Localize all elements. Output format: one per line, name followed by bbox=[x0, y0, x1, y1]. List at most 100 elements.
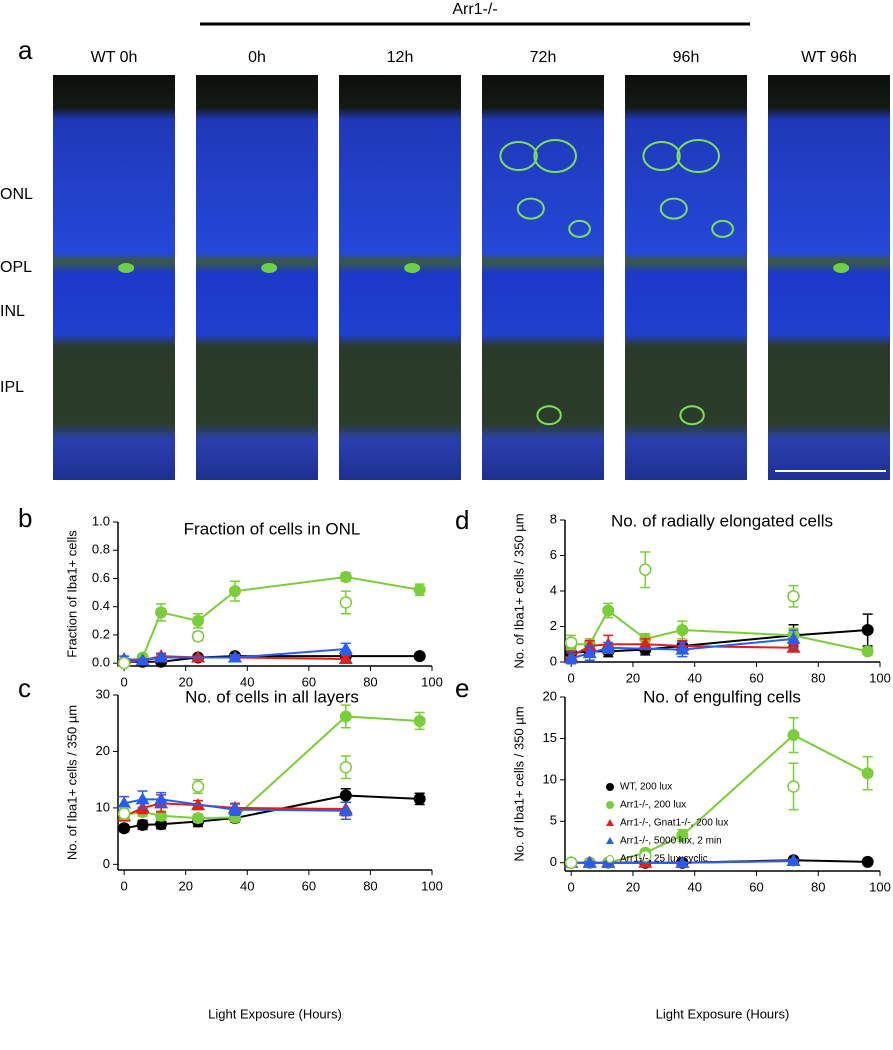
y-tick-label: 2 bbox=[550, 618, 557, 633]
marker bbox=[861, 645, 874, 658]
micrograph bbox=[196, 75, 318, 480]
y-axis-label: No. of Iba1+ cells / 350 µm bbox=[511, 513, 526, 668]
marker bbox=[639, 849, 652, 863]
x-tick-label: 80 bbox=[363, 878, 377, 893]
x-tick-label: 0 bbox=[568, 670, 575, 685]
column-label: 12h bbox=[387, 49, 414, 66]
legend-label: WT, 200 lux bbox=[620, 782, 672, 793]
column-label: 0h bbox=[248, 49, 266, 66]
x-tick-label: 80 bbox=[363, 674, 377, 689]
marker bbox=[787, 780, 800, 793]
charts: b Fraction of cells in ONL 0.0 0.2 0.4 0.6 0.8… bbox=[18, 503, 891, 1022]
marker bbox=[192, 614, 205, 627]
y-axis-label: No. of Iba1+ cells / 350 µm bbox=[511, 706, 526, 861]
y-tick-label: 5 bbox=[550, 813, 557, 828]
marker bbox=[601, 640, 616, 653]
x-tick-label: 40 bbox=[687, 670, 701, 685]
marker bbox=[117, 807, 131, 820]
cell bbox=[642, 141, 681, 171]
x-tick-label: 0 bbox=[121, 878, 128, 893]
legend-marker bbox=[606, 783, 614, 791]
y-tick-label: 0 bbox=[550, 854, 557, 869]
legend-marker bbox=[606, 855, 614, 863]
micrographs: WT 0h 0h 12h 72h 96h WT 96h ONL OPL INL IPL bbox=[0, 49, 890, 480]
cell bbox=[533, 139, 578, 173]
cell bbox=[568, 219, 591, 238]
column-label: WT 0h bbox=[91, 49, 138, 66]
marker bbox=[787, 590, 800, 603]
x-tick-label: 100 bbox=[421, 674, 443, 689]
x-tick-label: 40 bbox=[240, 674, 254, 689]
y-tick-label: 0 bbox=[550, 653, 557, 668]
cell bbox=[261, 263, 278, 273]
marker bbox=[155, 818, 168, 831]
micrograph bbox=[53, 75, 175, 480]
marker bbox=[191, 630, 205, 643]
layer-label: ONL bbox=[0, 186, 33, 203]
column-label: 72h bbox=[530, 49, 557, 66]
y-tick-label: 0.0 bbox=[92, 655, 110, 670]
marker bbox=[786, 854, 801, 867]
x-tick-label: 100 bbox=[421, 878, 443, 893]
marker bbox=[861, 855, 874, 868]
x-tick-label: 80 bbox=[811, 670, 825, 685]
y-tick-label: 0.8 bbox=[92, 542, 110, 557]
cell bbox=[499, 141, 538, 171]
marker bbox=[339, 761, 353, 774]
cell bbox=[659, 197, 688, 220]
legend-label: Arr1-/-, 5000 lux, 2 min bbox=[620, 836, 722, 847]
cell bbox=[679, 405, 705, 426]
marker bbox=[339, 596, 353, 609]
y-tick-label: 6 bbox=[550, 547, 557, 562]
x-tick-label: 20 bbox=[626, 670, 640, 685]
legend-marker bbox=[606, 801, 614, 809]
cell bbox=[516, 197, 545, 220]
cell bbox=[536, 405, 562, 426]
chart-title: No. of cells in all layers bbox=[185, 687, 359, 706]
marker bbox=[861, 767, 874, 780]
y-axis-label: Fraction of Iba1+ cells bbox=[64, 530, 79, 658]
marker bbox=[339, 571, 352, 584]
cell bbox=[404, 263, 421, 273]
marker bbox=[227, 650, 242, 663]
marker bbox=[602, 604, 615, 617]
marker bbox=[339, 789, 352, 802]
y-tick-label: 30 bbox=[96, 686, 110, 701]
panel-label: b bbox=[18, 503, 32, 533]
x-tick-label: 0 bbox=[568, 879, 575, 894]
y-axis-label: No. of Iba1+ cells / 350 µm bbox=[64, 705, 79, 860]
x-tick-label: 40 bbox=[687, 879, 701, 894]
layer-label: INL bbox=[0, 303, 25, 320]
legend-label: Arr1-/-, 200 lux bbox=[620, 800, 686, 811]
marker bbox=[135, 653, 150, 666]
cell bbox=[711, 219, 734, 238]
y-tick-label: 20 bbox=[96, 743, 110, 758]
marker bbox=[861, 624, 874, 637]
x-tick-label: 0 bbox=[121, 674, 128, 689]
series-line bbox=[123, 576, 420, 663]
panel-label: e bbox=[455, 673, 469, 703]
marker bbox=[117, 656, 131, 670]
y-tick-label: 0.4 bbox=[92, 598, 110, 613]
marker bbox=[155, 606, 168, 619]
marker bbox=[675, 642, 690, 655]
micrograph bbox=[339, 75, 461, 480]
x-tick-label: 60 bbox=[302, 878, 316, 893]
cell bbox=[833, 263, 850, 273]
legend-label: Arr1-/-, Gnat1-/-, 200 lux bbox=[620, 818, 728, 829]
legend-marker bbox=[606, 837, 614, 844]
marker bbox=[582, 646, 597, 659]
marker bbox=[582, 639, 597, 652]
marker bbox=[135, 792, 150, 805]
y-tick-label: 0.2 bbox=[92, 626, 110, 641]
marker bbox=[228, 585, 241, 598]
y-tick-label: 20 bbox=[543, 688, 557, 703]
marker bbox=[787, 729, 800, 742]
x-tick-label: 60 bbox=[302, 674, 316, 689]
panel-label: a bbox=[18, 35, 33, 65]
y-tick-label: 0.6 bbox=[92, 570, 110, 585]
panel-label: c bbox=[18, 673, 31, 703]
micrograph bbox=[768, 75, 890, 480]
marker bbox=[191, 780, 205, 793]
chart-title: No. of radially elongated cells bbox=[611, 511, 833, 530]
